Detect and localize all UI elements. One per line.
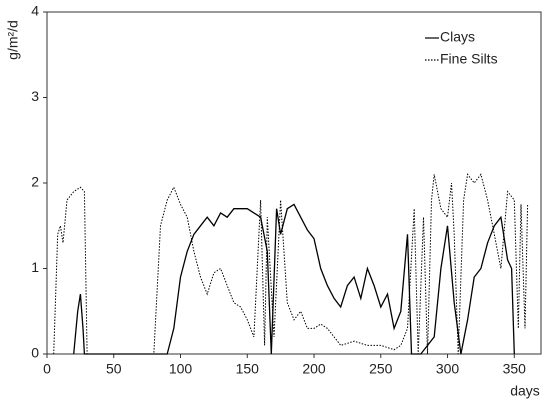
x-tick-label: 50 bbox=[106, 361, 122, 377]
y-tick-label: 3 bbox=[31, 88, 39, 104]
series-line bbox=[73, 203, 515, 355]
y-tick-label: 4 bbox=[31, 3, 39, 19]
x-tick-label: 150 bbox=[236, 361, 260, 377]
y-axis-label: g/m²/d bbox=[5, 20, 21, 60]
legend-label: Clays bbox=[440, 29, 475, 45]
x-tick-label: 200 bbox=[302, 361, 326, 377]
x-tick-label: 100 bbox=[169, 361, 193, 377]
x-tick-label: 350 bbox=[503, 361, 527, 377]
x-tick-label: 250 bbox=[369, 361, 393, 377]
legend-label: Fine Silts bbox=[440, 51, 498, 67]
series-line bbox=[53, 173, 529, 355]
y-tick-label: 0 bbox=[31, 345, 39, 361]
x-axis-label: days bbox=[510, 383, 540, 399]
x-tick-label: 300 bbox=[436, 361, 460, 377]
y-tick-label: 1 bbox=[31, 259, 39, 275]
y-tick-label: 2 bbox=[31, 174, 39, 190]
x-tick-label: 0 bbox=[43, 361, 51, 377]
